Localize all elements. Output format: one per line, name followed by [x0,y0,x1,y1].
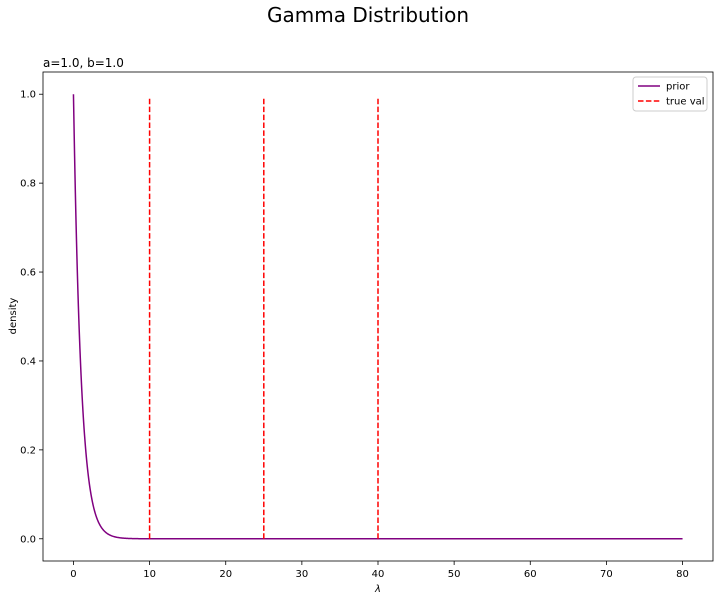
x-tick-label: 10 [143,569,156,580]
x-tick-label: 70 [600,569,613,580]
y-tick-label: 0.0 [20,534,36,545]
plot-frame [42,71,714,562]
x-tick-label: 40 [372,569,385,580]
y-axis-label: density [8,298,19,335]
x-tick-label: 60 [524,569,537,580]
vline-layer [148,96,379,539]
legend-label-true-val: true val [666,97,705,108]
x-tick-label: 50 [448,569,461,580]
x-axis-label: λ [374,584,381,595]
y-tick-label: 0.4 [20,356,36,367]
legend: prior true val [632,76,708,112]
figure-suptitle: Gamma Distribution [267,3,469,27]
y-tick-label: 0.8 [20,179,36,190]
y-tick-label: 0.2 [20,445,36,456]
y-tick-label: 0.6 [20,268,36,279]
x-tick-label: 0 [70,569,76,580]
x-tick-label: 20 [219,569,232,580]
x-tick-label: 30 [295,569,308,580]
legend-label-prior: prior [666,82,690,93]
x-tick-label: 80 [676,569,689,580]
x-axis-ticks: 0 10 20 30 40 50 60 70 80 [70,561,689,580]
y-axis-ticks: 0.0 0.2 0.4 0.6 0.8 1.0 [20,90,43,545]
chart-title: a=1.0, b=1.0 [43,56,124,70]
y-tick-label: 1.0 [20,90,36,101]
